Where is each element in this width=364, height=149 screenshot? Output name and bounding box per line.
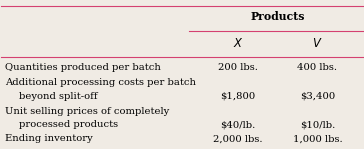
Text: Products: Products — [250, 11, 305, 22]
Text: Additional processing costs per batch: Additional processing costs per batch — [5, 78, 196, 87]
Text: beyond split-off: beyond split-off — [19, 92, 98, 101]
Text: $3,400: $3,400 — [300, 92, 335, 101]
Text: $40/lb.: $40/lb. — [220, 120, 256, 129]
Text: Ending inventory: Ending inventory — [5, 134, 93, 143]
Text: $10/lb.: $10/lb. — [300, 120, 335, 129]
Text: $\mathit{V}$: $\mathit{V}$ — [312, 37, 323, 50]
Text: Unit selling prices of completely: Unit selling prices of completely — [5, 107, 169, 116]
Text: Quantities produced per batch: Quantities produced per batch — [5, 63, 161, 72]
Text: $1,800: $1,800 — [220, 92, 256, 101]
Text: 200 lbs.: 200 lbs. — [218, 63, 258, 72]
Text: $\mathit{X}$: $\mathit{X}$ — [233, 37, 243, 50]
Text: 2,000 lbs.: 2,000 lbs. — [213, 134, 263, 143]
Text: 1,000 lbs.: 1,000 lbs. — [293, 134, 342, 143]
Text: 400 lbs.: 400 lbs. — [297, 63, 337, 72]
Text: processed products: processed products — [19, 120, 119, 129]
